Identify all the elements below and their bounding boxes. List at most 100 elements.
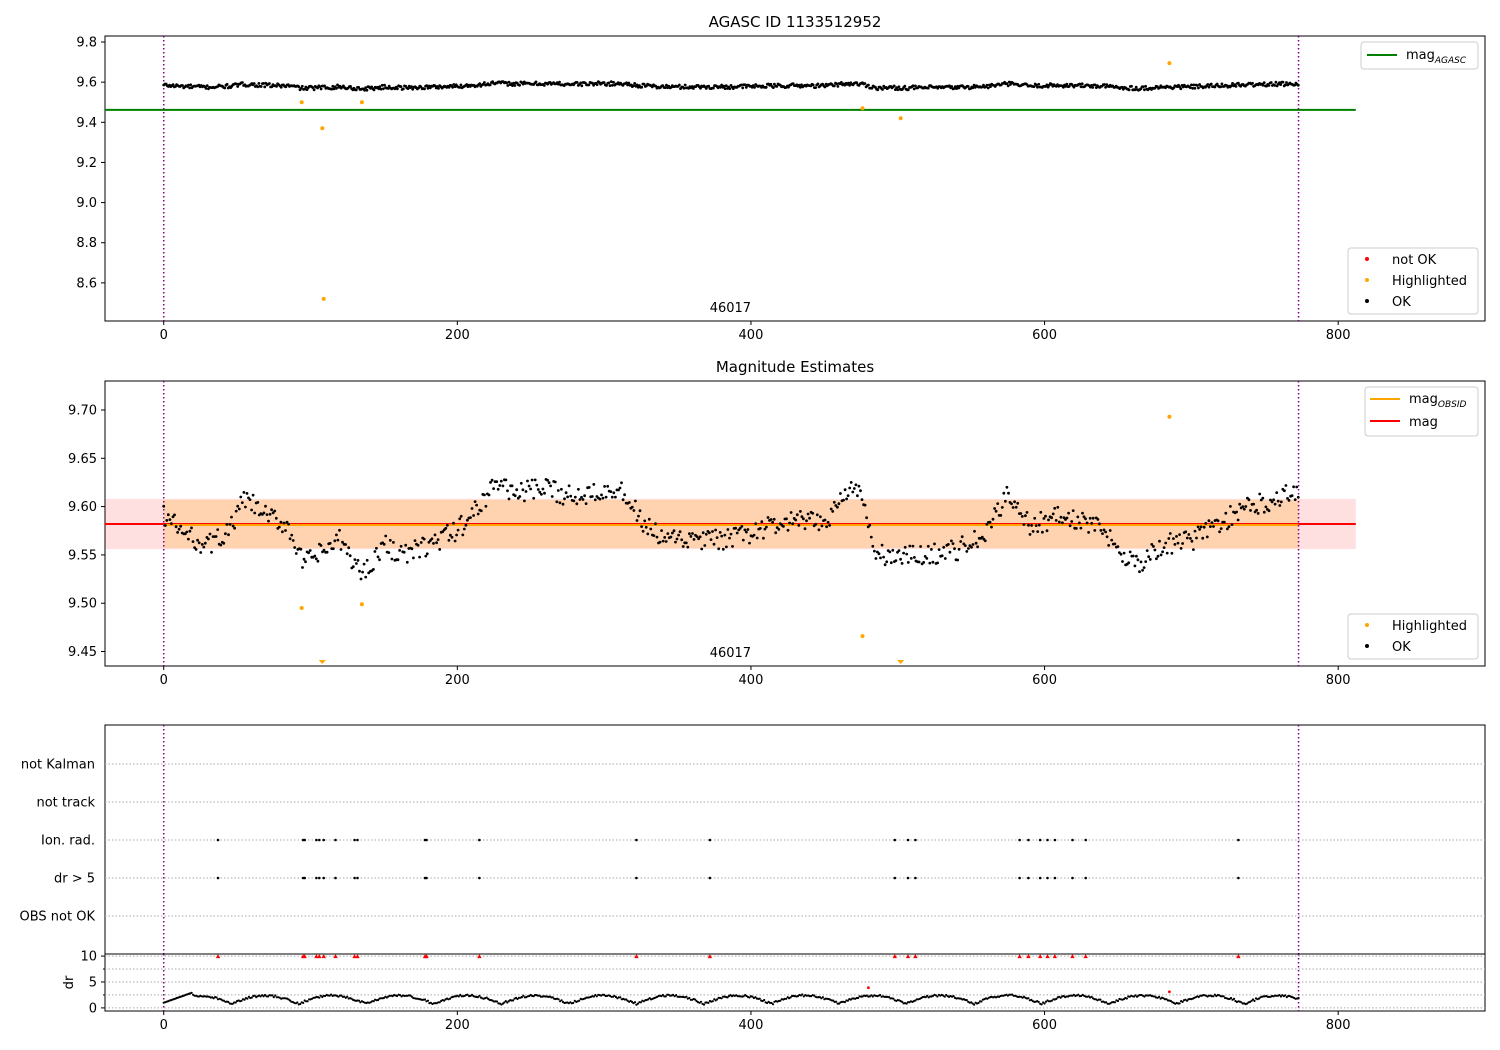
ok-point: [483, 81, 486, 84]
legend-status: Highlighted OK: [1347, 613, 1479, 660]
ok-point: [452, 83, 456, 86]
ok-point: [1236, 518, 1240, 522]
ok-point: [470, 507, 474, 510]
ok-point: [423, 87, 426, 91]
flag-row-label: dr > 5: [54, 872, 95, 887]
x-tick-label: 400: [739, 1018, 764, 1033]
ok-point: [722, 84, 726, 88]
ok-point: [1131, 554, 1135, 558]
ok-point: [179, 524, 183, 528]
dr-point: [694, 998, 697, 1001]
ok-point: [896, 88, 900, 92]
ok-point: [848, 83, 851, 87]
flag-point: [334, 838, 337, 842]
dr-point: [572, 1001, 575, 1005]
ok-point: [829, 507, 833, 511]
ok-point: [521, 488, 525, 492]
ok-point: [1252, 502, 1255, 506]
ok-point: [647, 517, 651, 521]
dr-point: [1229, 996, 1233, 1000]
ok-point: [1144, 560, 1148, 563]
ok-point: [735, 531, 739, 535]
ok-point: [1156, 554, 1160, 558]
flag-point: [1018, 876, 1021, 880]
ok-point: [605, 84, 608, 87]
ok-point: [1104, 530, 1107, 534]
ok-point: [402, 550, 406, 554]
flag-point: [906, 838, 910, 842]
dr-point: [457, 995, 460, 998]
dr-point: [770, 1001, 773, 1005]
ok-point: [455, 533, 458, 537]
axes-frame: [104, 953, 1486, 1012]
ok-point: [988, 520, 992, 524]
clipped-dr-marker: [352, 954, 357, 959]
ok-point: [731, 545, 734, 548]
ok-point: [168, 518, 172, 521]
ok-point: [1292, 485, 1295, 489]
ok-point: [507, 80, 511, 84]
ok-point: [642, 82, 646, 86]
ok-point: [640, 85, 644, 89]
dr-point: [711, 1000, 714, 1003]
dr-point: [1090, 995, 1093, 998]
ok-point: [1161, 550, 1164, 554]
ok-point: [612, 491, 616, 495]
ok-point: [752, 533, 756, 537]
ok-point: [1215, 82, 1219, 86]
dr-point: [246, 997, 249, 1000]
ok-point: [472, 514, 475, 517]
ok-point: [903, 84, 907, 88]
ok-point: [580, 495, 583, 499]
dr-point: [592, 995, 596, 998]
ok-point: [205, 84, 209, 87]
dr-point: [1134, 994, 1137, 997]
flag-point: [303, 876, 307, 880]
ok-point: [729, 532, 733, 536]
ok-point: [1188, 86, 1192, 89]
ok-point: [540, 492, 543, 496]
ok-point: [926, 86, 930, 90]
dr-point: [520, 996, 524, 999]
dr-point: [399, 994, 402, 997]
ok-point: [912, 87, 916, 91]
ok-point: [1002, 491, 1006, 495]
ok-point: [925, 557, 929, 560]
dr-point: [250, 996, 253, 999]
dr-point: [1181, 1000, 1184, 1004]
ok-point: [859, 489, 862, 493]
ok-point: [664, 540, 668, 543]
ok-point: [1133, 88, 1137, 92]
ok-point: [965, 550, 969, 553]
ok-point: [419, 541, 423, 544]
ok-point: [1093, 83, 1097, 87]
ok-point: [339, 548, 343, 551]
ok-point: [1102, 528, 1106, 532]
ok-point: [863, 82, 867, 85]
ok-point: [1121, 560, 1124, 563]
ok-point: [1296, 83, 1300, 87]
ok-point: [1147, 555, 1151, 559]
highlighted-point: [860, 634, 865, 639]
ok-point: [993, 507, 996, 510]
dr-point: [372, 1000, 375, 1003]
ok-point: [257, 82, 261, 85]
y-tick-label: 9.70: [68, 403, 97, 418]
ok-point: [1079, 85, 1083, 89]
ok-point: [1032, 85, 1036, 88]
ok-point: [1287, 499, 1291, 502]
y-tick-label: 0: [89, 1001, 97, 1016]
dr-point: [1222, 995, 1225, 998]
ok-point: [1258, 492, 1262, 496]
ok-point: [1054, 519, 1058, 522]
ok-point: [839, 492, 842, 495]
dr-point: [1197, 995, 1200, 999]
ok-point: [1067, 85, 1071, 88]
ok-point: [534, 80, 538, 84]
ok-point: [405, 560, 409, 564]
ok-point: [753, 86, 756, 89]
ok-point: [549, 484, 552, 488]
ok-point: [632, 84, 635, 87]
ok-point: [1175, 535, 1178, 538]
legend-box: [1360, 41, 1479, 70]
